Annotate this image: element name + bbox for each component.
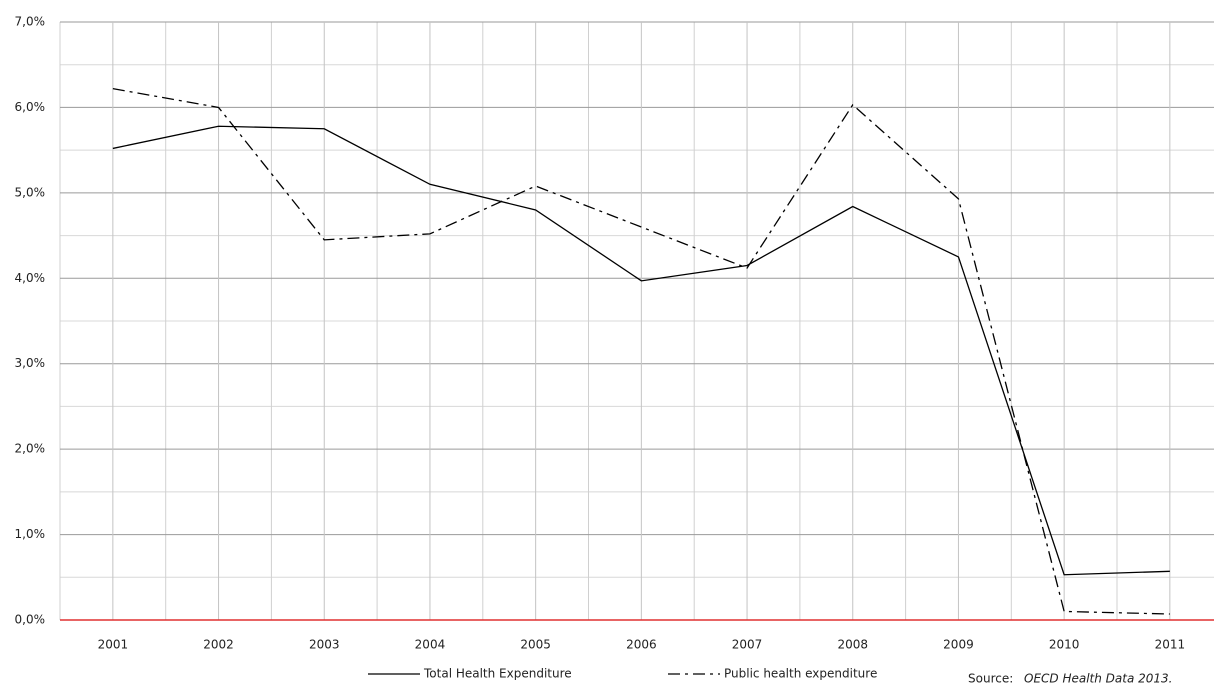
x-tick-label: 2011 bbox=[1155, 638, 1186, 652]
x-tick-label: 2003 bbox=[309, 638, 340, 652]
y-tick-label: 4,0% bbox=[15, 271, 46, 285]
y-tick-label: 7,0% bbox=[15, 15, 46, 29]
y-tick-label: 1,0% bbox=[15, 527, 46, 541]
x-tick-label: 2006 bbox=[626, 638, 657, 652]
source-label: Source: bbox=[968, 672, 1013, 686]
y-tick-label: 5,0% bbox=[15, 185, 46, 199]
x-tick-label: 2002 bbox=[203, 638, 234, 652]
series-line bbox=[112, 125, 1170, 576]
x-tick-label: 2001 bbox=[98, 638, 129, 652]
legend-label: Public health expenditure bbox=[724, 667, 877, 681]
legend-label: Total Health Expenditure bbox=[423, 667, 572, 681]
x-tick-label: 2009 bbox=[943, 638, 974, 652]
x-tick-label: 2005 bbox=[520, 638, 551, 652]
y-tick-label: 3,0% bbox=[15, 356, 46, 370]
x-tick-label: 2007 bbox=[732, 638, 763, 652]
series-line bbox=[112, 87, 1170, 615]
x-tick-label: 2008 bbox=[837, 638, 868, 652]
y-tick-label: 2,0% bbox=[15, 442, 46, 456]
y-tick-label: 6,0% bbox=[15, 100, 46, 114]
y-tick-label: 0,0% bbox=[15, 613, 46, 627]
x-tick-label: 2010 bbox=[1049, 638, 1080, 652]
x-tick-label: 2004 bbox=[415, 638, 446, 652]
source: OECD Health Data 2013. bbox=[1024, 672, 1173, 686]
